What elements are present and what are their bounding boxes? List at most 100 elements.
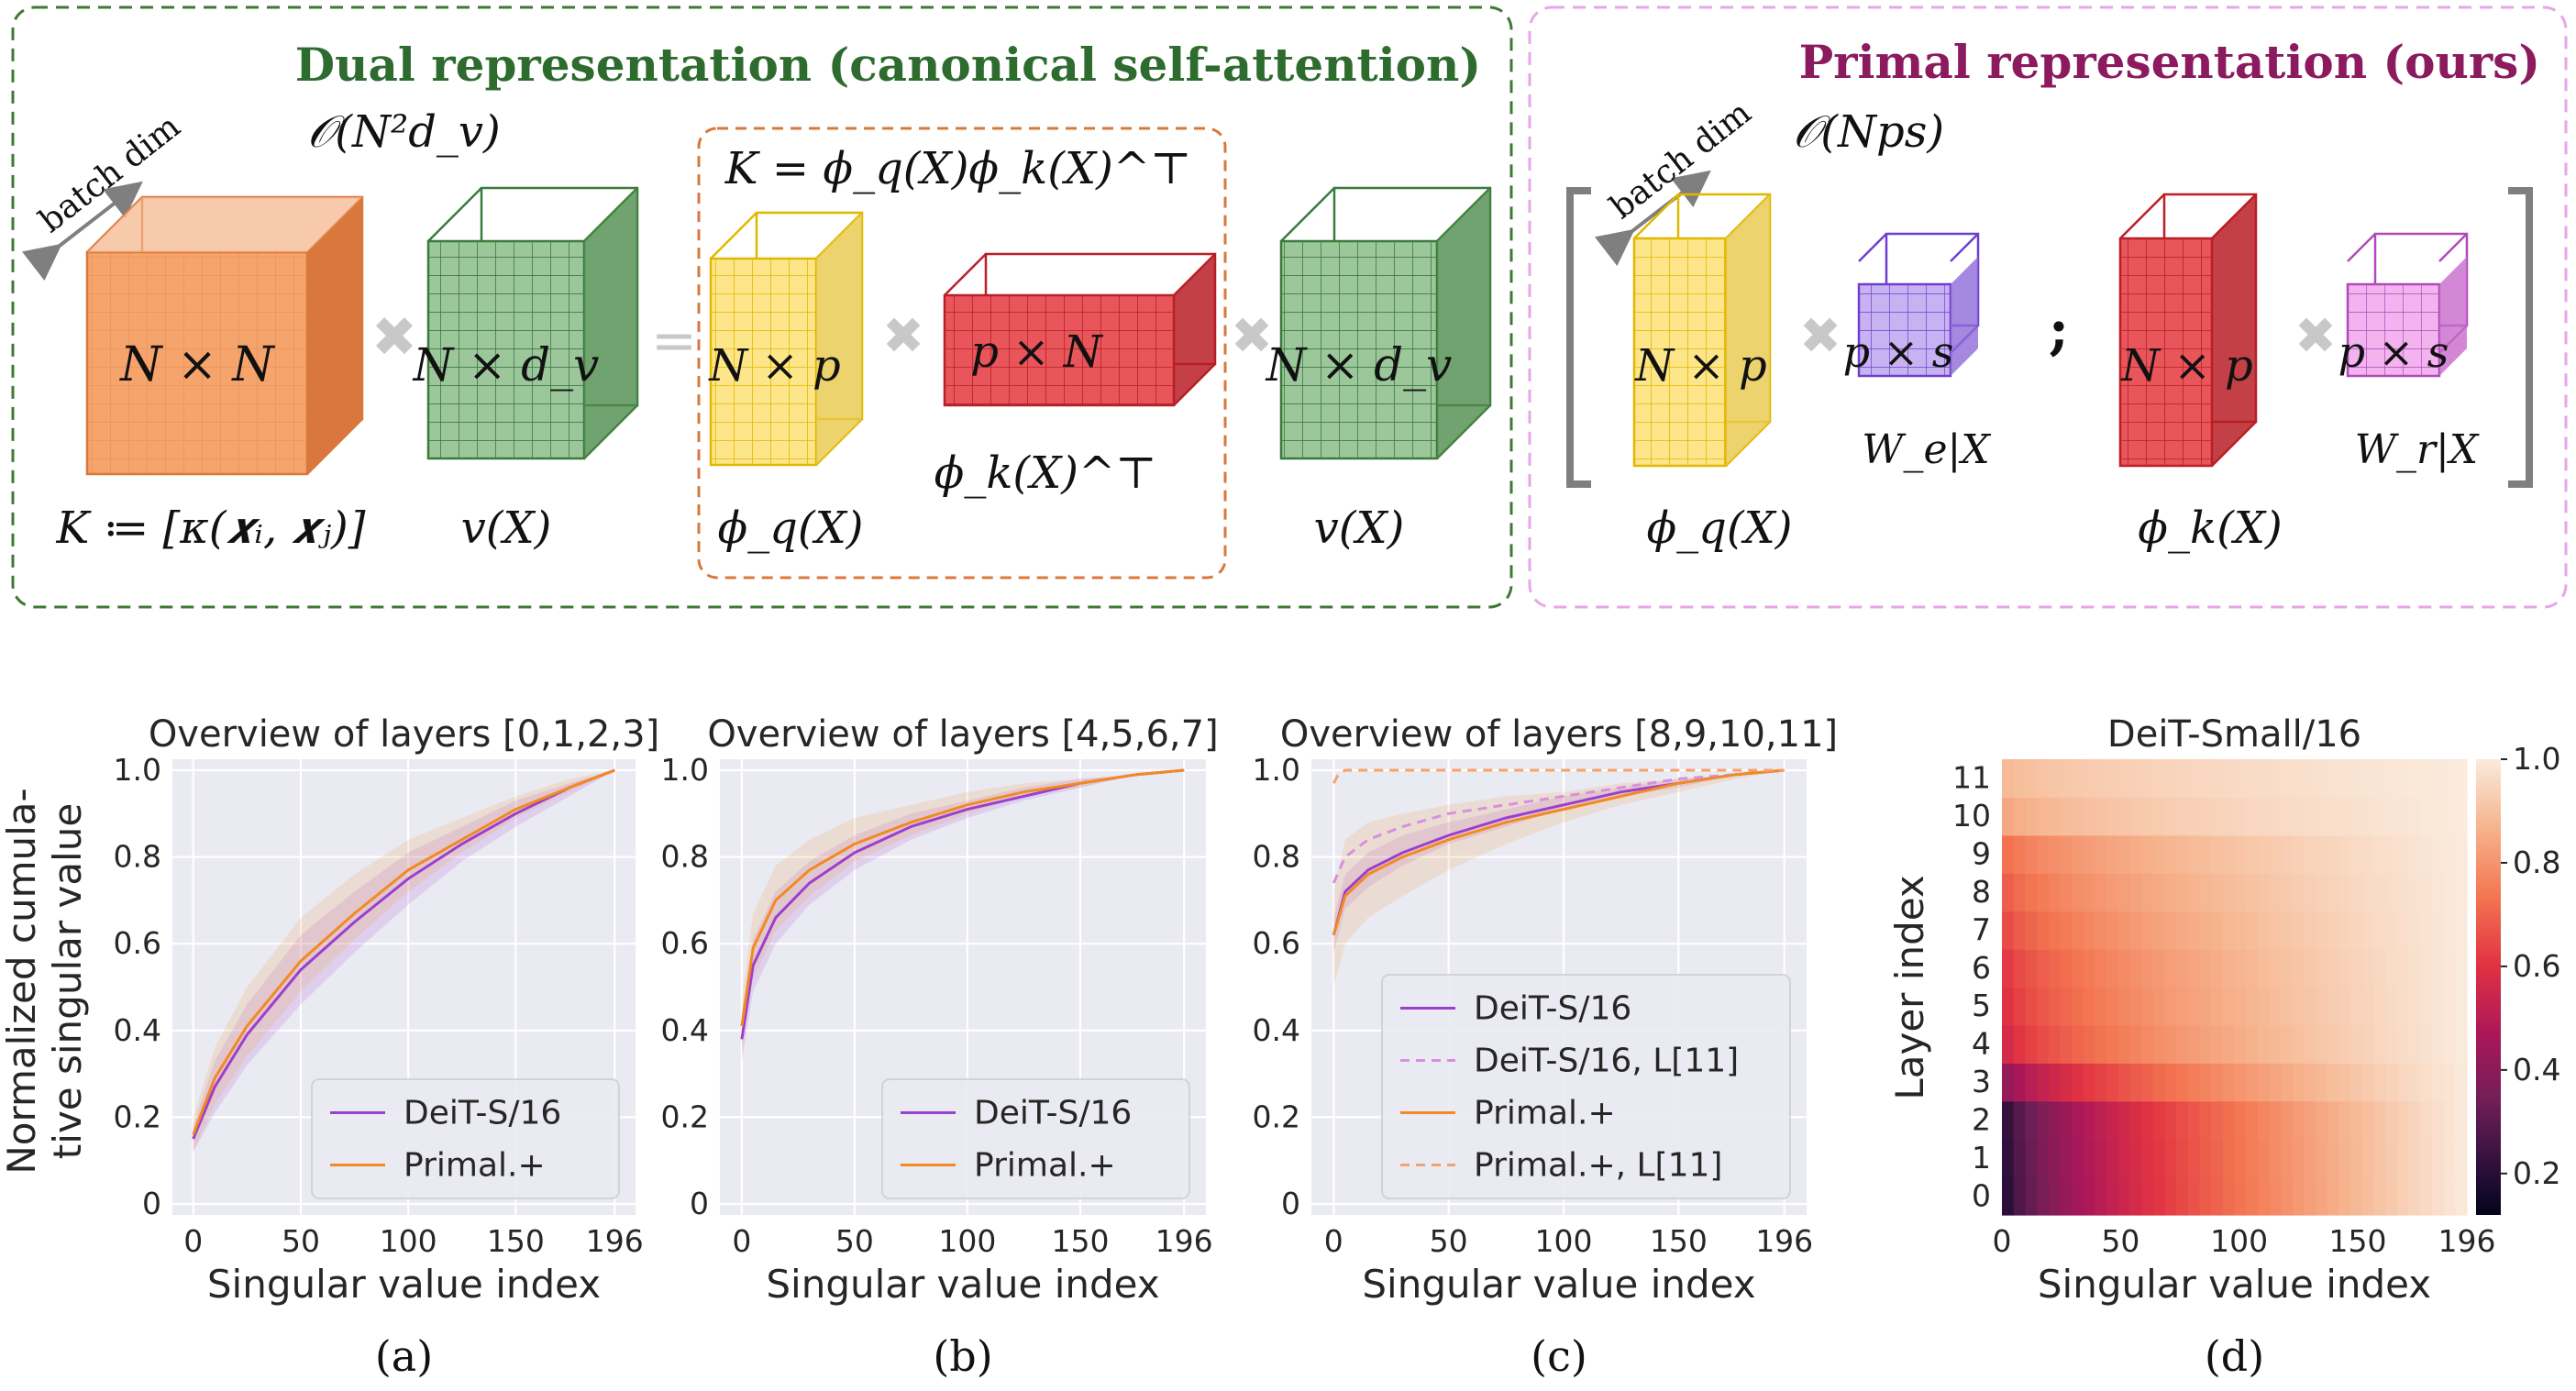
x-tick-label: 50	[1430, 1223, 1468, 1259]
heatmap-cell	[2385, 873, 2398, 912]
heatmap-cell	[2187, 1024, 2201, 1064]
heatmap-cell	[2129, 1139, 2142, 1178]
x-tick-label: 100	[938, 1223, 996, 1259]
series-line	[192, 768, 615, 1140]
heatmap-cell	[2025, 834, 2038, 874]
heatmap-cell	[2117, 759, 2131, 799]
heatmap-cell	[2048, 1100, 2061, 1140]
heatmap-cell	[2002, 949, 2015, 988]
heatmap-cell	[2013, 873, 2026, 912]
heatmap-cell	[2396, 911, 2410, 950]
chart-title: DeiT-Small/16	[2107, 713, 2361, 756]
heatmap-cell	[2211, 949, 2224, 988]
batch-dim-arrow	[1594, 170, 1711, 267]
x-tick-label: 150	[1051, 1223, 1109, 1259]
heatmap-cell	[2338, 987, 2351, 1026]
heatmap-cell	[2048, 759, 2061, 799]
heatmap-cell	[2373, 1139, 2386, 1178]
panel-caption: (b)	[933, 1331, 992, 1381]
phi-k-transpose-caption: ϕ_k(X)^⊤	[934, 447, 1157, 499]
heatmap-cell	[2257, 759, 2271, 799]
heatmap-cell	[2025, 1024, 2038, 1064]
y-tick-label: 0	[1281, 1186, 1300, 1221]
heatmap-cell	[2152, 759, 2166, 799]
heatmap-cell	[2025, 987, 2038, 1026]
heatmap-cell	[2106, 1139, 2119, 1178]
legend-label: DeiT-S/16	[974, 1095, 1132, 1132]
heatmap-cell	[2338, 797, 2351, 836]
heatmap-cell	[2141, 1024, 2154, 1064]
heatmap-cell	[2234, 759, 2247, 799]
heatmap-cell	[2373, 797, 2386, 836]
heatmap-cell	[2396, 797, 2410, 836]
heatmap-cell	[2037, 1024, 2050, 1064]
y-tick-label: 0.4	[661, 1012, 709, 1048]
heatmap-cell	[2443, 949, 2456, 988]
heatmap-cell	[2164, 797, 2177, 836]
heatmap-cell	[2316, 1024, 2328, 1064]
heatmap-cell	[2396, 987, 2410, 1026]
heatmap-cell	[2095, 873, 2107, 912]
heatmap-cell	[2083, 797, 2095, 836]
series-line	[1332, 768, 1785, 936]
y-tick-label: 2	[1972, 1101, 1991, 1137]
heatmap-cell	[2129, 759, 2142, 799]
heatmap-cell	[2234, 797, 2247, 836]
heatmap-cell	[2117, 911, 2131, 950]
heatmap-cell	[2048, 873, 2061, 912]
heatmap-cell	[2002, 834, 2015, 874]
heatmap-cell	[2338, 1176, 2351, 1216]
heatmap-cell	[2152, 911, 2166, 950]
heatmap-cell	[2373, 1100, 2386, 1140]
y-tick-label: 3	[1972, 1064, 1991, 1099]
heatmap-cell	[2117, 1139, 2131, 1178]
heatmap-cell	[2164, 1176, 2177, 1216]
y-tick-label: 0.4	[1253, 1012, 1300, 1048]
heatmap-cell	[2199, 834, 2212, 874]
heatmap-cell	[2176, 797, 2189, 836]
heatmap-cell	[2095, 797, 2107, 836]
heatmap-cell	[2304, 1176, 2316, 1216]
heatmap-cell	[2222, 1176, 2236, 1216]
heatmap-cell	[2060, 1100, 2073, 1140]
heatmap-cell	[2234, 1024, 2247, 1064]
legend-box	[311, 1078, 620, 1199]
y-tick-label: 8	[1972, 874, 1991, 910]
heatmap-cell	[2269, 1024, 2282, 1064]
heatmap-cell	[2281, 759, 2294, 799]
heatmap-cell	[2199, 797, 2212, 836]
heatmap-cell	[2420, 987, 2433, 1026]
heatmap-cell	[2338, 834, 2351, 874]
colorbar-tick-label: 0.4	[2513, 1052, 2560, 1087]
heatmap-cell	[2304, 1063, 2316, 1102]
heatmap-cell	[2246, 1024, 2259, 1064]
heatmap-cell	[2361, 797, 2375, 836]
heatmap-cell	[2095, 949, 2107, 988]
heatmap-cell	[2234, 1176, 2247, 1216]
heatmap-cell	[2234, 873, 2247, 912]
chart-title: Overview of layers [0,1,2,3]	[149, 713, 659, 756]
heatmap-cell	[2408, 911, 2421, 950]
heatmap-cell	[2211, 1063, 2224, 1102]
heatmap-cell	[2304, 987, 2316, 1026]
dual-title: Dual representation (canonical self-atte…	[295, 38, 1481, 92]
heatmap-cell	[2106, 797, 2119, 836]
heatmap-cell	[2316, 1139, 2328, 1178]
heatmap-cell	[2431, 1176, 2445, 1216]
y-tick-label: 0.8	[661, 839, 709, 875]
heatmap-cell	[2396, 1063, 2410, 1102]
heatmap-cell	[2002, 987, 2015, 1026]
heatmap-cell	[2025, 1139, 2038, 1178]
dual-representation-panel: Dual representation (canonical self-atte…	[11, 6, 1513, 609]
heatmap-cell	[2350, 1139, 2363, 1178]
heatmap-cell	[2304, 1100, 2316, 1140]
heatmap-cell	[2420, 911, 2433, 950]
heatmap-cell	[2129, 797, 2142, 836]
heatmap-cell	[2117, 873, 2131, 912]
heatmap-cell	[2211, 1024, 2224, 1064]
series-line	[192, 768, 615, 1135]
heatmap-cell	[2211, 1176, 2224, 1216]
heatmap-cell	[2060, 911, 2073, 950]
heatmap-cell	[2327, 834, 2340, 874]
times-icon: ✖	[882, 306, 924, 365]
